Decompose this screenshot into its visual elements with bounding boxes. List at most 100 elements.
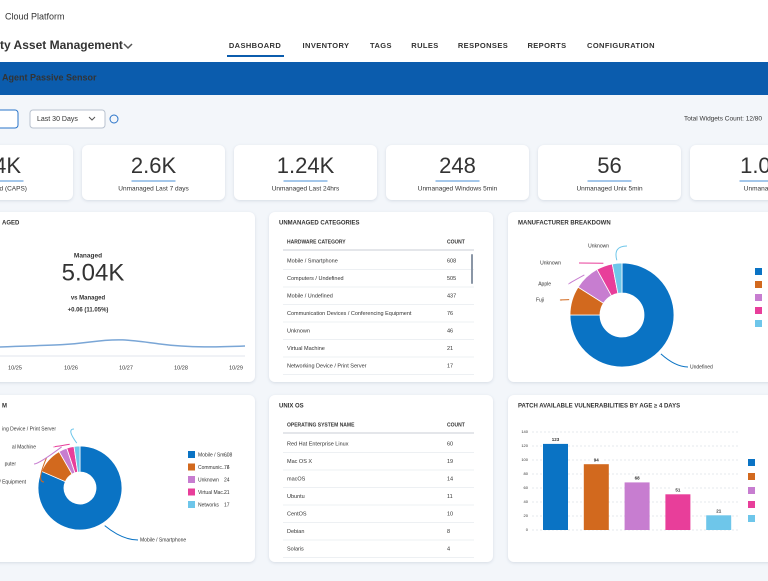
- legend-swatch: [755, 307, 762, 314]
- table-cell: 21: [447, 346, 453, 352]
- slice-label: ing Device / Print Server: [2, 426, 56, 432]
- kpi-label: Unmanaged Windows 5min: [418, 186, 498, 193]
- slice-label: al Machine: [12, 444, 36, 450]
- table-cell: Communication Devices / Conferencing Equ…: [287, 311, 412, 317]
- legend-swatch: [188, 501, 195, 508]
- filter-button[interactable]: [0, 110, 18, 128]
- table-cell: 17: [447, 363, 453, 369]
- legend-swatch: [748, 473, 755, 480]
- kpi-value: 1.06: [740, 153, 768, 178]
- bar: [706, 515, 731, 530]
- table-cell: 608: [447, 258, 456, 264]
- value-label: 123: [552, 437, 560, 442]
- platform-name: Cloud Platform: [5, 11, 65, 21]
- widget-count: Total Widgets Count: 12/80: [684, 116, 762, 123]
- nav-tab[interactable]: CONFIGURATION: [587, 41, 655, 50]
- panel-title: PATCH AVAILABLE VULNERABILITIES BY AGE ≥…: [518, 404, 680, 410]
- table-cell: Mac OS X: [287, 459, 312, 465]
- column-header: COUNT: [447, 239, 465, 245]
- table-cell: 60: [447, 441, 453, 447]
- nav-tab[interactable]: DASHBOARD: [229, 41, 282, 50]
- table-cell: 11: [447, 494, 453, 500]
- slice-label: Undefined: [690, 364, 713, 370]
- slice-label: Unknown: [588, 243, 609, 249]
- nav-tab[interactable]: RESPONSES: [458, 41, 508, 50]
- legend-swatch: [755, 281, 762, 288]
- slice-label: Unknown: [540, 260, 561, 266]
- legend-swatch: [188, 464, 195, 471]
- compare-change: +0.06 (11.05%): [68, 308, 109, 314]
- kpi-value: 04K: [0, 153, 21, 178]
- legend-swatch: [188, 451, 195, 458]
- table-cell: 19: [447, 459, 453, 465]
- table-cell: macOS: [287, 476, 306, 482]
- table-cell: Virtual Machine: [287, 346, 325, 352]
- panel-title: UNIX OS: [279, 404, 304, 410]
- slice-label: puter: [5, 461, 17, 467]
- table-cell: 46: [447, 328, 453, 334]
- x-tick-label: 10/25: [8, 365, 22, 371]
- table-cell: 8: [447, 529, 450, 535]
- panel-title: MANUFACTURER BREAKDOWN: [518, 221, 611, 227]
- table-cell: Computers / Undefined: [287, 276, 344, 282]
- legend-swatch: [748, 487, 755, 494]
- y-tick-label: 80: [524, 471, 529, 476]
- table-cell: Ubuntu: [287, 494, 305, 500]
- table-cell: Mobile / Smartphone: [287, 258, 338, 264]
- table-cell: 4: [447, 546, 450, 552]
- table-cell: Mobile / Undefined: [287, 293, 333, 299]
- y-tick-label: 120: [521, 443, 528, 448]
- app-title: ty Asset Management: [0, 38, 123, 52]
- kpi-label: Unmanaged: [744, 186, 768, 193]
- legend-label: Virtual Mac...: [198, 490, 227, 496]
- value-label: 94: [594, 457, 600, 462]
- scrollbar[interactable]: [471, 254, 473, 284]
- banner-title: Agent Passive Sensor: [2, 72, 97, 82]
- kpi-label: Unmanaged Unix 5min: [576, 186, 643, 193]
- y-tick-label: 140: [521, 429, 528, 434]
- table-cell: 437: [447, 293, 456, 299]
- column-header: HARDWARE CATEGORY: [287, 239, 346, 245]
- bar: [543, 444, 568, 530]
- slice-label: Communication Devices / Equipment: [0, 479, 27, 485]
- kpi-label: Unmanaged Last 7 days: [118, 186, 189, 193]
- legend-value: 21: [224, 490, 230, 496]
- table-cell: 76: [447, 311, 453, 317]
- bar: [665, 494, 690, 530]
- table-cell: Debian: [287, 529, 304, 535]
- kpi-label: Managed (CAPS): [0, 186, 27, 193]
- legend-swatch: [188, 489, 195, 496]
- bar: [625, 482, 650, 530]
- legend-label: Unknown: [198, 477, 219, 483]
- column-header: COUNT: [447, 422, 465, 428]
- table-cell: Unknown: [287, 328, 310, 334]
- nav-tab[interactable]: RULES: [411, 41, 438, 50]
- metric-value: 5.04K: [62, 259, 125, 286]
- legend-value: 17: [224, 502, 230, 508]
- legend-swatch: [755, 294, 762, 301]
- x-tick-label: 10/28: [174, 365, 188, 371]
- column-header: OPERATING SYSTEM NAME: [287, 422, 355, 428]
- legend-value: 608: [224, 452, 233, 458]
- top-bar: [0, 0, 768, 62]
- nav-tab[interactable]: INVENTORY: [303, 41, 350, 50]
- table-cell: 14: [447, 476, 453, 482]
- panel-title: UNMANAGED CATEGORIES: [279, 221, 360, 227]
- value-label: 68: [635, 476, 641, 481]
- nav-tab[interactable]: REPORTS: [527, 41, 566, 50]
- compare-label: vs Managed: [71, 296, 106, 302]
- table-cell: CentOS: [287, 511, 307, 517]
- active-tab-underline: [227, 55, 284, 57]
- legend-label: Networks: [198, 502, 219, 508]
- legend-value: 76: [224, 465, 230, 471]
- table-cell: Red Hat Enterprise Linux: [287, 441, 349, 447]
- y-tick-label: 60: [524, 485, 529, 490]
- panel-title: M: [2, 404, 7, 410]
- kpi-value: 248: [439, 153, 476, 178]
- y-tick-label: 20: [524, 513, 529, 518]
- nav-tab[interactable]: TAGS: [370, 41, 392, 50]
- x-tick-label: 10/26: [64, 365, 78, 371]
- info-icon[interactable]: [110, 115, 118, 123]
- table-cell: Solaris: [287, 546, 304, 552]
